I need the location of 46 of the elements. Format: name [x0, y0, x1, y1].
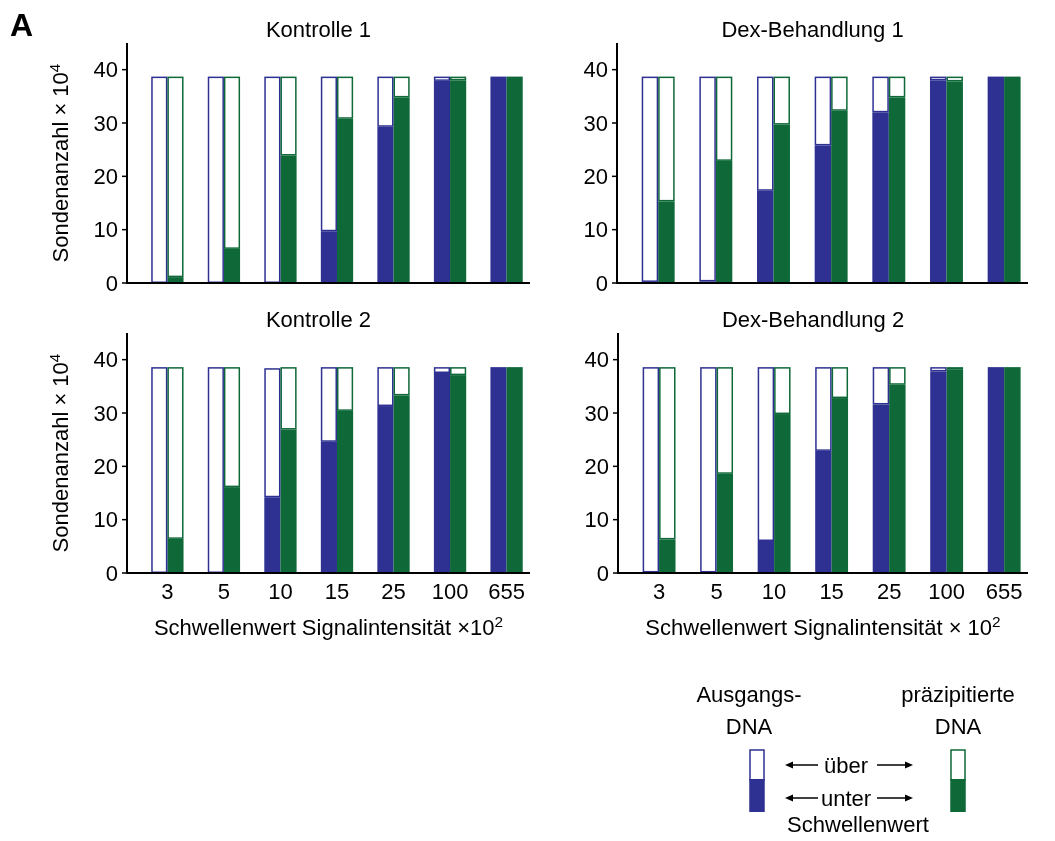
x-axis-title: Schwellenwert Signalintensität ×10$^{2}$ [153, 612, 504, 640]
y-tick-label: 0 [105, 560, 118, 586]
chart-title: Kontrolle 1 [265, 17, 372, 42]
y-tick-label: 10 [584, 507, 609, 533]
y-tick-label: 40 [93, 57, 118, 83]
text: Ausgangs-DNA [696, 682, 802, 739]
chart-title: Dex-Behandlung 2 [721, 307, 905, 332]
y-tick-label: 30 [583, 110, 608, 136]
y-tick-label: 20 [93, 164, 118, 190]
chart-title: Kontrolle 2 [265, 307, 372, 332]
x-tick-label: 25 [381, 579, 406, 604]
x-tick-label: 5 [217, 579, 231, 604]
y-tick-label: 0 [105, 270, 118, 296]
y-tick-label: 20 [583, 164, 608, 190]
x-tick-label: 25 [876, 579, 902, 604]
x-tick-label: 15 [324, 579, 350, 604]
x-tick-label: 3 [652, 579, 666, 604]
text: präzipitierte DNA [901, 682, 1015, 739]
y-tick-label: 10 [583, 217, 608, 243]
x-tick-label: 10 [268, 579, 293, 604]
chart-title: Dex-Behandlung 1 [721, 17, 904, 42]
y-tick-label: 0 [595, 270, 608, 296]
y-tick-label: 40 [93, 347, 118, 373]
x-tick-label: 3 [161, 579, 174, 604]
x-tick-label: 10 [761, 579, 787, 604]
x-tick-label: 655 [985, 579, 1023, 604]
text: über [823, 753, 869, 778]
x-axis-title: Schwellenwert Signalintensität × 10$^{2}$ [645, 612, 1001, 640]
y-tick-label: 10 [93, 217, 118, 243]
y-tick-label: 20 [584, 454, 609, 480]
text: Schwellenwert [787, 812, 929, 837]
y-tick-label: 40 [583, 57, 608, 83]
x-tick-label: 655 [488, 579, 525, 604]
text: unter [820, 786, 872, 811]
y-tick-label: 30 [93, 110, 118, 136]
text: A [10, 7, 34, 43]
x-tick-label: 15 [819, 579, 844, 604]
y-tick-label: 0 [596, 560, 609, 586]
y-tick-label: 20 [93, 454, 118, 480]
x-tick-label: 5 [710, 579, 723, 604]
y-tick-label: 30 [93, 400, 118, 426]
x-tick-label: 100 [431, 579, 469, 604]
y-tick-label: 30 [584, 400, 609, 426]
y-tick-label: 40 [584, 347, 609, 373]
y-tick-label: 10 [93, 507, 118, 533]
x-tick-label: 100 [928, 579, 966, 604]
